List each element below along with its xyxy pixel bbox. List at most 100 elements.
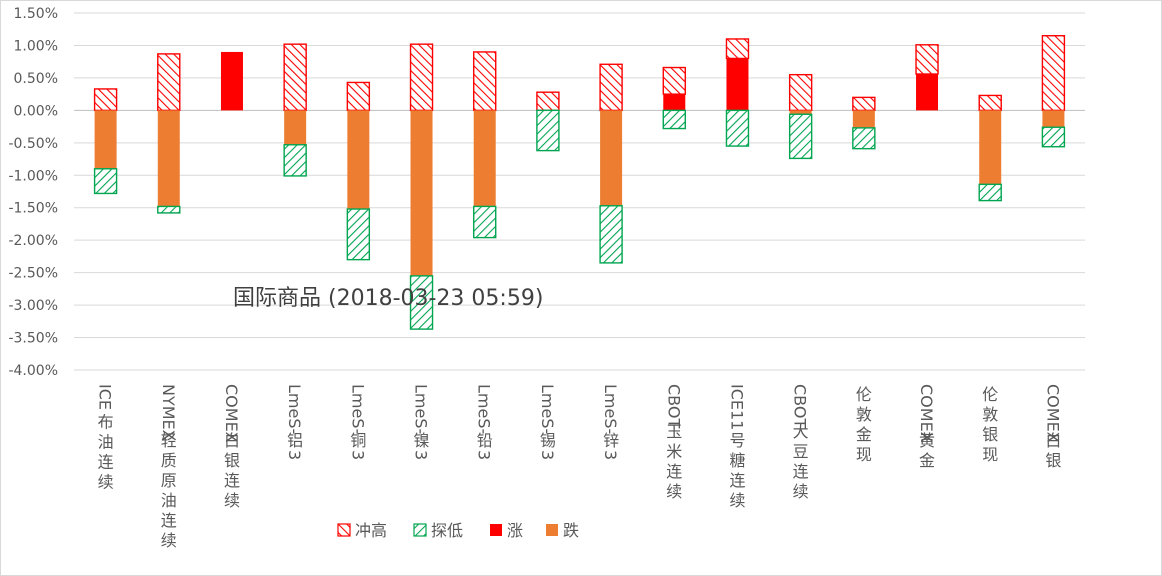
y-tick-label: 1.00% [14, 38, 58, 54]
bar-探低-10 [662, 109, 686, 130]
svg-text:油: 油 [161, 491, 177, 510]
x-tick-label: LmeS-锡3 [538, 384, 557, 460]
svg-text:金: 金 [919, 451, 935, 470]
svg-text:银: 银 [1045, 451, 1061, 470]
bar-涨-11 [726, 58, 749, 111]
svg-text:LmeS-: LmeS- [285, 384, 304, 434]
svg-text:轻: 轻 [161, 431, 177, 450]
svg-text:铜: 铜 [350, 431, 366, 450]
gridlines [74, 12, 1085, 371]
svg-text:NYMEX: NYMEX [159, 384, 178, 441]
svg-text:锡: 锡 [540, 431, 556, 450]
bar-冲高-7 [473, 51, 497, 112]
bar-跌-4 [284, 110, 307, 145]
bars [93, 35, 1066, 330]
bar-跌-15 [979, 110, 1002, 185]
svg-text:CBOT: CBOT [664, 384, 683, 428]
svg-text:铅: 铅 [477, 431, 493, 450]
svg-text:COMEX: COMEX [222, 384, 241, 443]
bar-冲高-12 [788, 73, 813, 112]
bar-探低-13 [852, 127, 876, 150]
svg-text:3: 3 [348, 450, 367, 460]
bar-冲高-6 [409, 43, 434, 112]
svg-text:豆: 豆 [793, 442, 809, 461]
y-tick-label: -1.50% [8, 201, 58, 217]
svg-text:3: 3 [285, 450, 304, 460]
bar-探低-4 [283, 144, 307, 177]
svg-text:续: 续 [224, 491, 240, 510]
svg-text:铝: 铝 [287, 431, 303, 450]
y-tick-label: 0.00% [14, 103, 58, 119]
svg-text:原: 原 [161, 471, 177, 490]
svg-text:白: 白 [224, 431, 240, 450]
x-axis: ICE布油连续NYMEX轻质原油连续COMEX白银连续LmeS-铝3LmeS-铜… [96, 384, 1063, 550]
svg-text:ICE11: ICE11 [727, 384, 746, 430]
bar-冲高-13 [852, 96, 876, 112]
svg-text:连: 连 [666, 462, 682, 481]
legend-label: 冲高 [355, 521, 387, 540]
bar-冲高-2 [157, 53, 181, 112]
legend-swatch-4 [546, 524, 558, 536]
y-tick-label: -3.50% [8, 331, 58, 347]
svg-text:连: 连 [729, 471, 745, 490]
svg-text:糖: 糖 [729, 451, 745, 470]
svg-text:连: 连 [161, 511, 177, 530]
bar-跌-2 [157, 110, 180, 207]
bar-冲高-15 [978, 94, 1002, 112]
y-tick-label: -0.50% [8, 136, 58, 152]
bar-探低-6 [409, 275, 434, 330]
bar-涨-10 [663, 94, 686, 111]
svg-text:金: 金 [856, 425, 872, 444]
bar-冲高-9 [599, 63, 623, 112]
bar-冲高-10 [662, 66, 686, 95]
bar-涨-3 [220, 51, 243, 111]
y-tick-label: -2.00% [8, 233, 58, 249]
svg-text:大: 大 [793, 422, 809, 441]
svg-text:伦: 伦 [982, 385, 998, 404]
x-tick-label: LmeS-锌3 [601, 384, 620, 460]
svg-text:COMEX: COMEX [1043, 384, 1062, 443]
svg-text:锌: 锌 [603, 431, 619, 450]
svg-text:LmeS-: LmeS- [412, 384, 431, 434]
bar-探低-9 [599, 205, 623, 264]
bar-探低-12 [788, 113, 813, 160]
svg-text:号: 号 [729, 431, 745, 450]
svg-text:布: 布 [98, 413, 114, 432]
bar-跌-5 [347, 110, 370, 210]
x-tick-label: LmeS-镍3 [412, 384, 431, 460]
svg-text:黄: 黄 [919, 431, 935, 450]
legend: 冲高 探低 涨 跌 [337, 521, 579, 540]
y-tick-label: 1.50% [14, 6, 58, 22]
svg-text:续: 续 [729, 491, 745, 510]
svg-text:伦: 伦 [856, 385, 872, 404]
svg-text:银: 银 [982, 425, 998, 444]
bar-跌-7 [473, 110, 496, 207]
svg-text:LmeS-: LmeS- [601, 384, 620, 434]
svg-text:续: 续 [793, 482, 809, 501]
bar-跌-13 [852, 110, 875, 128]
bar-冲高-11 [725, 38, 750, 60]
legend-swatch-3 [490, 524, 502, 536]
legend-label: 涨 [507, 521, 523, 540]
x-tick-label: LmeS-铝3 [285, 384, 304, 460]
y-tick-label: -1.00% [8, 168, 58, 184]
bar-冲高-8 [536, 91, 560, 112]
svg-text:LmeS-: LmeS- [475, 384, 494, 434]
svg-text:现: 现 [982, 445, 998, 464]
svg-text:ICE: ICE [96, 384, 115, 410]
svg-text:质: 质 [161, 451, 177, 470]
bar-探低-2 [157, 205, 181, 214]
svg-text:3: 3 [475, 450, 494, 460]
bar-冲高-4 [283, 43, 307, 112]
chart-title: 国际商品 (2018-03-23 05:59) [233, 286, 543, 311]
